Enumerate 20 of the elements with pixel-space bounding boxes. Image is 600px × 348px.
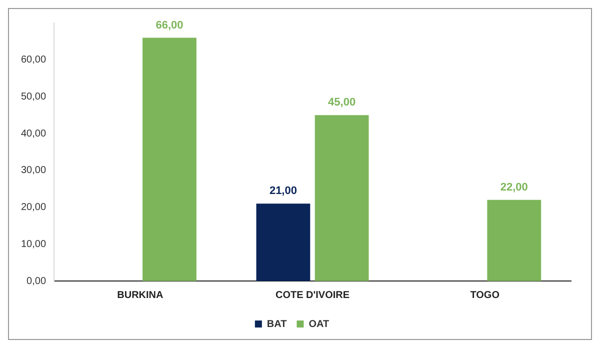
y-tick-label: 30,00	[20, 165, 46, 176]
y-tick-label: 10,00	[20, 238, 46, 250]
data-label: 21,00	[269, 185, 297, 198]
y-tick-label: 50,00	[20, 91, 46, 102]
y-tick-label: 40,00	[20, 128, 46, 140]
data-label: 66,00	[156, 19, 184, 32]
bar	[142, 38, 196, 281]
y-tick-label: 60,00	[20, 54, 46, 66]
bar	[487, 200, 542, 281]
legend-label: BAT	[266, 318, 287, 330]
y-tick-label: 0,00	[26, 276, 46, 287]
x-tick-label: COTE D'IVOIRE	[275, 290, 350, 301]
data-label: 22,00	[500, 181, 528, 194]
legend-label: OAT	[308, 318, 330, 330]
x-tick-label: BURKINA	[117, 290, 164, 301]
data-label: 45,00	[328, 96, 356, 109]
y-tick-label: 20,00	[20, 202, 46, 214]
x-tick-label: TOGO	[470, 290, 500, 301]
bar	[256, 204, 310, 281]
bar	[314, 115, 369, 281]
